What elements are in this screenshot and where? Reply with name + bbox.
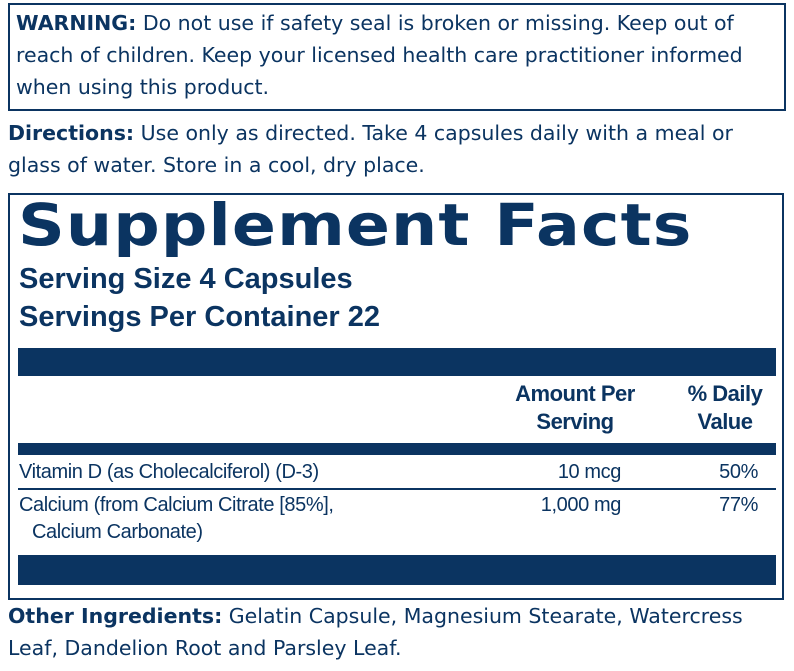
warning-text: Do not use if safety seal is broken or m…	[16, 11, 743, 99]
row-calcium-name: Calcium (from Calcium Citrate [85%],	[19, 494, 334, 516]
facts-title: Supplement Facts	[18, 191, 693, 259]
serving-size: Serving Size 4 Capsules	[19, 263, 353, 295]
bottom-divider	[18, 555, 776, 585]
amount-header-line1: Amount Per	[515, 381, 635, 406]
medium-divider	[18, 443, 776, 455]
thick-divider	[18, 348, 776, 376]
directions-label: Directions:	[8, 121, 135, 145]
directions: Directions: Use only as directed. Take 4…	[8, 117, 788, 181]
row-vitamin-d-name: Vitamin D (as Cholecalciferol) (D-3)	[19, 461, 319, 483]
row-divider	[18, 488, 776, 490]
dv-header-line2: Value	[697, 409, 753, 434]
row-calcium-name-cont: Calcium Carbonate)	[32, 521, 203, 543]
warning-box: WARNING: Do not use if safety seal is br…	[8, 3, 786, 111]
other-ingredients: Other Ingredients: Gelatin Capsule, Magn…	[8, 600, 793, 664]
supplement-facts-panel: Supplement Facts Serving Size 4 Capsules…	[8, 191, 784, 600]
other-ingredients-label: Other Ingredients:	[8, 604, 223, 628]
row-vitamin-d-amount: 10 mcg	[557, 461, 622, 483]
row-calcium-amount: 1,000 mg	[540, 494, 622, 516]
directions-text: Use only as directed. Take 4 capsules da…	[8, 121, 733, 177]
amount-header-line2: Serving	[536, 409, 614, 434]
row-calcium-dv: 77%	[719, 494, 758, 516]
dv-header-line1: % Daily	[687, 381, 763, 406]
dv-header: % Daily Value	[675, 380, 775, 436]
warning-label: WARNING:	[16, 11, 137, 35]
row-vitamin-d-dv: 50%	[719, 461, 758, 483]
other-ingredients-text: Gelatin Capsule, Magnesium Stearate, Wat…	[8, 604, 743, 660]
amount-header: Amount Per Serving	[510, 380, 640, 436]
servings-per-container: Servings Per Container 22	[19, 301, 381, 333]
